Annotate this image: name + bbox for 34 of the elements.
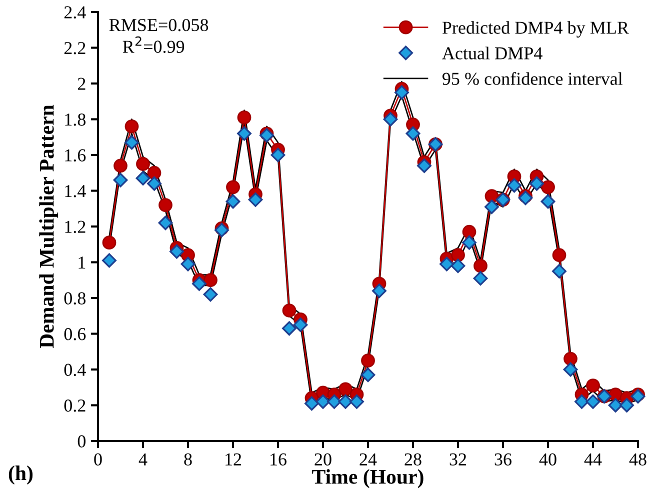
x-tick-label: 28 [404, 453, 422, 466]
y-tick-label: 2.2 [64, 42, 86, 54]
x-tick-label: 8 [184, 453, 192, 466]
x-tick-label: 20 [314, 453, 332, 466]
y-tick-label: 0.2 [64, 400, 86, 412]
x-tick-label: 36 [494, 453, 512, 466]
y-tick-label: 1.8 [65, 114, 86, 126]
y-tick-label: 2.4 [64, 6, 86, 19]
x-tick-label: 0 [94, 453, 102, 466]
x-tick-label: 32 [450, 453, 466, 466]
x-tick-label: 16 [270, 453, 286, 466]
x-tick-label: 12 [226, 453, 242, 466]
legend-label: 95 % confidence interval [442, 72, 623, 85]
y-tick-label: 1.2 [65, 220, 86, 234]
y-tick-label: 1.4 [65, 185, 86, 198]
x-tick-label: 48 [629, 453, 646, 466]
y-axis-title: Demand Multiplier Pattern [39, 104, 58, 348]
y-tick-label: 1.6 [65, 149, 86, 162]
y-tick-label: 0.6 [64, 328, 86, 340]
legend-label: Predicted DMP4 by MLR [442, 21, 629, 38]
y-tick-label: 0.4 [64, 364, 86, 376]
x-tick-label: 44 [584, 453, 602, 466]
y-tick-label: 2 [78, 78, 86, 90]
y-tick-label: 0.8 [64, 292, 86, 305]
y-tick-label: 1 [78, 256, 86, 269]
annotation: RMSE=0.058 [109, 18, 208, 32]
x-tick-label: 4 [138, 453, 148, 466]
x-axis-title: Time (Hour) [312, 469, 424, 488]
x-tick-label: 40 [539, 453, 556, 466]
text: (h) [8, 466, 33, 484]
annotation: R$^{2}$=0.99 [122, 36, 184, 53]
legend-label: Actual DMP4 [442, 46, 542, 60]
x-tick-label: 24 [360, 453, 377, 466]
y-tick-label: 0 [78, 435, 86, 448]
